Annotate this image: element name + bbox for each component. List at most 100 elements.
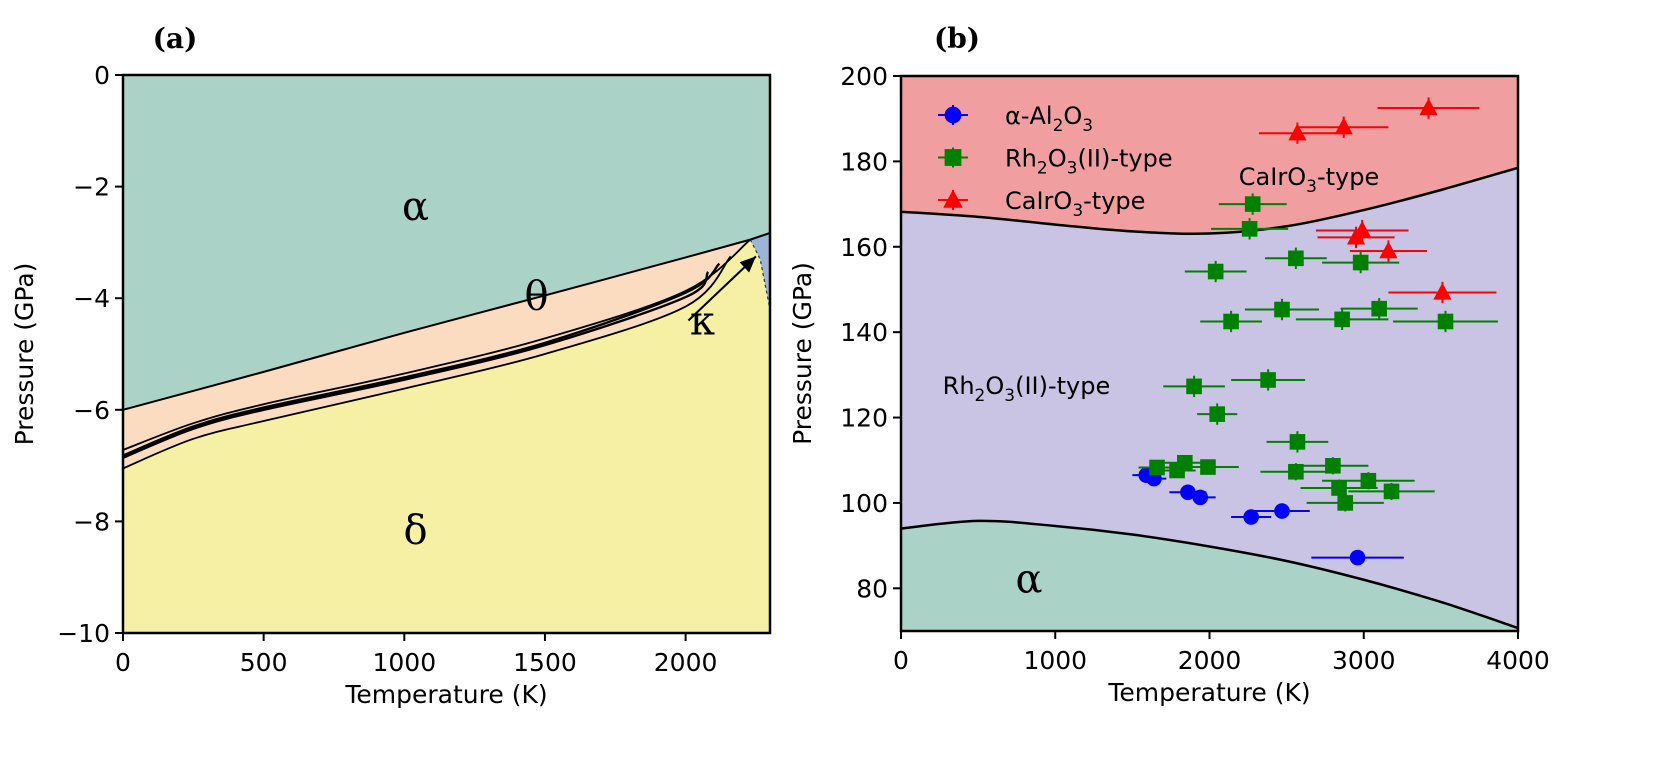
y-tick-label: −10: [57, 619, 110, 648]
data-point: [1419, 98, 1438, 116]
data-point: [943, 189, 963, 208]
region-label: α: [1016, 557, 1043, 603]
label-subscript: 2: [975, 386, 986, 406]
y-tick-label: 120: [840, 404, 888, 433]
label-part: O: [985, 372, 1004, 400]
kappa-boundary: [749, 239, 771, 310]
x-tick-label: 1000: [1023, 646, 1087, 675]
x-tick-label: 2000: [654, 648, 718, 677]
region-label: α: [402, 184, 429, 230]
series: [1258, 97, 1497, 304]
legend-part: (II)-type: [1077, 145, 1172, 173]
series: [1132, 467, 1404, 566]
data-point: [1209, 406, 1226, 422]
theta-delta-boundary: [122, 271, 710, 459]
data-point: [1289, 434, 1306, 450]
region-label: θ: [524, 273, 548, 319]
data-point: [1383, 483, 1400, 500]
data-point: [1177, 454, 1193, 471]
label-part: -type: [1317, 163, 1379, 191]
legend-part: -type: [1083, 187, 1145, 215]
data-point: [1288, 463, 1304, 480]
legend-label: α-Al2O3: [1005, 102, 1093, 136]
legend-subscript: 2: [1037, 159, 1048, 179]
legend-part: α-Al: [1005, 102, 1053, 130]
legend-label: CaIrO3-type: [1005, 187, 1145, 221]
rh2o3-cairo3-boundary: [900, 166, 1519, 236]
data-point: [1379, 241, 1398, 259]
data-point: [1349, 549, 1366, 566]
data-point: [1243, 509, 1259, 525]
alpha-region: [901, 520, 1518, 631]
x-tick-label: 500: [240, 648, 288, 677]
y-tick-label: 180: [840, 147, 888, 176]
theta-delta-boundary: [122, 255, 732, 470]
legend-subscript: 3: [1082, 116, 1093, 136]
y-tick-label: −6: [73, 396, 110, 425]
data-point: [1346, 227, 1366, 245]
panel-label: (a): [153, 22, 198, 55]
region-label-cairo3: CaIrO3-type: [1239, 163, 1379, 197]
data-point: [1352, 254, 1369, 271]
legend-label: Rh2O3(II)-type: [1005, 145, 1173, 179]
y-tick-label: −4: [73, 284, 110, 313]
data-point: [1200, 459, 1216, 475]
x-tick-label: 1000: [372, 648, 436, 677]
x-tick-label: 2000: [1178, 646, 1242, 675]
data-point: [1288, 250, 1304, 267]
cairo3-region: [901, 76, 1518, 234]
legend-part: Rh: [1005, 145, 1037, 173]
x-tick-label: 0: [115, 648, 131, 677]
label-part: (II)-type: [1015, 372, 1110, 400]
data-point: [1325, 457, 1341, 474]
alpha-rh2o3-boundary: [900, 519, 1519, 630]
region-label-rh2o3: Rh2O3(II)-type: [943, 372, 1111, 406]
y-tick-label: 200: [840, 62, 888, 91]
data-point: [1433, 282, 1452, 300]
theta-delta-boundary: [122, 238, 751, 451]
x-tick-label: 3000: [1332, 646, 1396, 675]
legend-part: O: [1063, 102, 1082, 130]
data-point: [1288, 123, 1307, 141]
data-point: [1186, 378, 1202, 395]
data-point: [1331, 480, 1347, 496]
panel-b: αRh2O3(II)-typeCaIrO3-typeα-Al2O3Rh2O3(I…: [788, 22, 1550, 707]
kappa-region: [750, 232, 770, 310]
y-tick-label: 140: [840, 318, 888, 347]
x-tick-label: 0: [893, 646, 909, 675]
data-point: [1260, 372, 1276, 388]
y-tick-label: 80: [856, 574, 888, 603]
data-point: [1223, 313, 1239, 330]
panel-a: α θ κ δ 0 500 1000 1500 2000 0 −2 −4 −6 −8 −10 Temperat…: [10, 22, 772, 709]
data-point: [1149, 459, 1165, 476]
legend-subscript: 3: [1072, 201, 1083, 221]
y-tick-label: 100: [840, 489, 888, 518]
legend-part: CaIrO: [1005, 187, 1072, 215]
data-point: [1360, 472, 1377, 489]
x-axis-title: Temperature (K): [1107, 678, 1310, 707]
theta-region: [123, 239, 751, 469]
series: [1138, 193, 1498, 512]
data-point: [944, 149, 962, 166]
plot-frame: [121, 73, 772, 635]
y-tick-label: −2: [73, 173, 110, 202]
kappa-arrow-head: [739, 256, 756, 273]
alpha-region: [123, 75, 770, 410]
y-tick-label: −8: [73, 507, 110, 536]
x-tick-label: 1500: [513, 648, 577, 677]
data-point: [1180, 484, 1196, 501]
y-tick-label: 0: [94, 61, 110, 90]
label-part: CaIrO: [1239, 163, 1306, 191]
y-axis-title: Pressure (GPa): [788, 262, 817, 445]
data-point: [1274, 301, 1290, 318]
region-label: δ: [404, 508, 428, 554]
label-part: Rh: [943, 372, 975, 400]
data-point: [1437, 313, 1454, 330]
theta-delta-boundary: [122, 262, 721, 457]
data-point: [1334, 117, 1353, 135]
data-point: [1244, 196, 1261, 212]
region-label: κ: [690, 298, 715, 344]
data-point: [1274, 503, 1290, 519]
data-point: [944, 106, 962, 124]
